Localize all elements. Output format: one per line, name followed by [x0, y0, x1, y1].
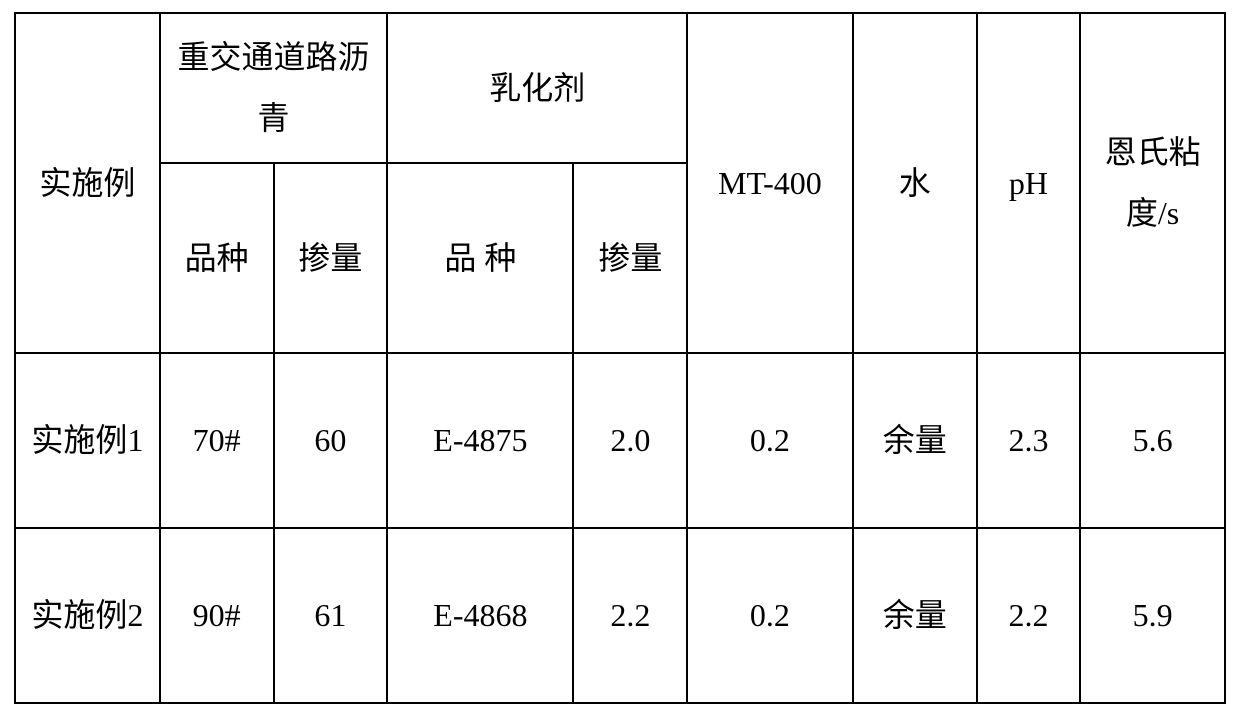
cell-example-label: 实施例2	[15, 528, 160, 703]
cell-emulsifier-kind: E-4875	[387, 353, 573, 528]
cell-asphalt-grade: 90#	[160, 528, 274, 703]
cell-emulsifier-dosage: 2.2	[573, 528, 687, 703]
col-emulsifier-kind: 品 种	[387, 163, 573, 353]
col-group-emulsifier: 乳化剂	[387, 13, 687, 163]
table-row: 实施例1 70# 60 E-4875 2.0 0.2 余量 2.3 5.6	[15, 353, 1225, 528]
cell-viscosity: 5.6	[1080, 353, 1225, 528]
data-table: 实施例 重交通道路沥青 乳化剂 MT-400 水 pH 恩氏粘度/s 品种 掺量…	[14, 12, 1226, 704]
col-label-example: 实施例	[15, 13, 160, 353]
cell-mt400: 0.2	[687, 353, 852, 528]
col-asphalt-kind: 品种	[160, 163, 274, 353]
col-label-mt400: MT-400	[687, 13, 852, 353]
cell-ph: 2.2	[977, 528, 1080, 703]
col-label-ph: pH	[977, 13, 1080, 353]
cell-ph: 2.3	[977, 353, 1080, 528]
cell-water: 余量	[853, 353, 977, 528]
cell-example-label: 实施例1	[15, 353, 160, 528]
table-container: 实施例 重交通道路沥青 乳化剂 MT-400 水 pH 恩氏粘度/s 品种 掺量…	[0, 0, 1240, 716]
cell-asphalt-grade: 70#	[160, 353, 274, 528]
cell-emulsifier-dosage: 2.0	[573, 353, 687, 528]
table-row: 实施例2 90# 61 E-4868 2.2 0.2 余量 2.2 5.9	[15, 528, 1225, 703]
col-label-water: 水	[853, 13, 977, 353]
cell-emulsifier-kind: E-4868	[387, 528, 573, 703]
col-asphalt-dosage: 掺量	[274, 163, 388, 353]
cell-asphalt-dosage: 61	[274, 528, 388, 703]
cell-viscosity: 5.9	[1080, 528, 1225, 703]
cell-water: 余量	[853, 528, 977, 703]
header-row-1: 实施例 重交通道路沥青 乳化剂 MT-400 水 pH 恩氏粘度/s	[15, 13, 1225, 163]
cell-asphalt-dosage: 60	[274, 353, 388, 528]
col-label-viscosity: 恩氏粘度/s	[1080, 13, 1225, 353]
col-group-asphalt: 重交通道路沥青	[160, 13, 388, 163]
col-emulsifier-dosage: 掺量	[573, 163, 687, 353]
cell-mt400: 0.2	[687, 528, 852, 703]
